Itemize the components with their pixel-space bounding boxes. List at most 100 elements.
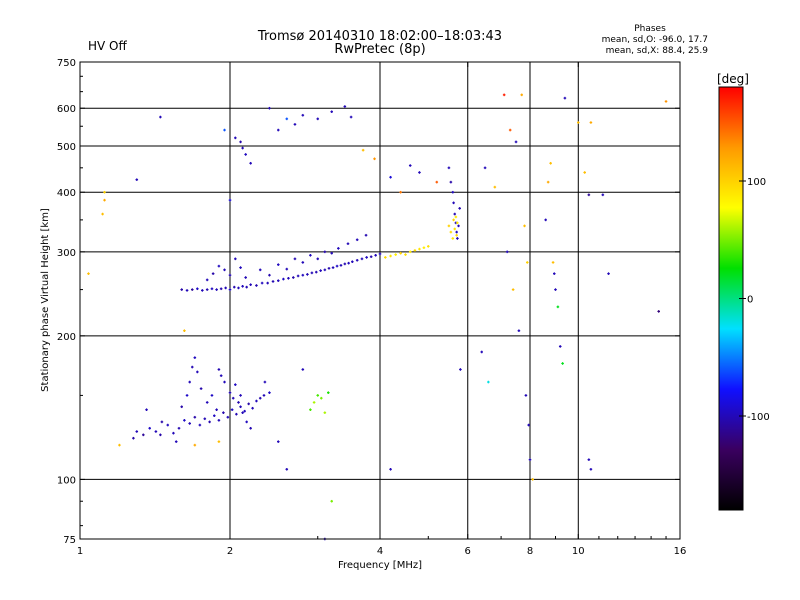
data-point bbox=[212, 414, 216, 418]
data-point bbox=[188, 422, 191, 425]
y-tick-label: 600 bbox=[57, 104, 76, 115]
data-point bbox=[293, 257, 297, 261]
data-point bbox=[435, 180, 439, 184]
data-point bbox=[426, 245, 430, 248]
data-point bbox=[511, 288, 515, 291]
data-point bbox=[389, 254, 392, 258]
data-point bbox=[196, 287, 199, 291]
data-point bbox=[234, 136, 237, 140]
data-point bbox=[217, 419, 221, 422]
data-point bbox=[266, 281, 269, 285]
data-point bbox=[508, 128, 512, 132]
data-point bbox=[201, 289, 204, 292]
data-point bbox=[215, 408, 218, 412]
data-point bbox=[399, 190, 402, 194]
data-point bbox=[319, 269, 322, 272]
data-point bbox=[413, 249, 417, 252]
data-point bbox=[228, 273, 232, 277]
data-point bbox=[365, 256, 368, 259]
data-point bbox=[589, 121, 593, 124]
data-point bbox=[174, 440, 178, 443]
data-point bbox=[135, 430, 139, 433]
data-point bbox=[502, 93, 506, 97]
data-point bbox=[558, 345, 562, 348]
data-point bbox=[293, 123, 297, 126]
data-point bbox=[330, 499, 334, 503]
data-point bbox=[301, 261, 305, 264]
data-point bbox=[263, 380, 267, 384]
x-tick-label: 2 bbox=[227, 546, 233, 557]
axes: 1 2 4 6 8 10 16 75 100 200 300 400 500 600 750 bbox=[57, 58, 686, 557]
data-point bbox=[215, 288, 218, 291]
data-point bbox=[316, 257, 320, 261]
data-point bbox=[453, 227, 457, 231]
data-point bbox=[455, 233, 458, 237]
data-point bbox=[193, 356, 197, 359]
grid-lines bbox=[80, 62, 680, 539]
data-point bbox=[217, 440, 221, 443]
data-point bbox=[483, 166, 487, 170]
data-points bbox=[87, 93, 668, 541]
chart-title-line2: RwPretec (8p) bbox=[334, 42, 425, 57]
data-point bbox=[360, 257, 364, 261]
x-tick-label: 6 bbox=[465, 546, 471, 557]
x-tick-label: 1 bbox=[77, 546, 83, 557]
y-tick-label: 100 bbox=[57, 475, 76, 486]
colorbar-tick-label: 0 bbox=[747, 295, 753, 306]
chart-title-line1: Tromsø 20140310 18:02:00–18:03:43 bbox=[257, 29, 502, 44]
data-point bbox=[339, 264, 343, 267]
data-point bbox=[309, 408, 312, 412]
data-point bbox=[135, 178, 139, 181]
x-tick-label: 16 bbox=[674, 546, 687, 557]
data-point bbox=[247, 402, 250, 406]
data-point bbox=[378, 252, 382, 256]
data-point bbox=[505, 250, 509, 254]
data-point bbox=[282, 277, 285, 281]
data-point bbox=[361, 148, 365, 152]
colorbar-tick-label: -100 bbox=[747, 412, 770, 423]
data-point bbox=[458, 207, 461, 210]
data-point bbox=[447, 166, 451, 170]
data-point bbox=[296, 274, 300, 278]
data-point bbox=[449, 230, 453, 234]
data-point bbox=[327, 267, 331, 270]
data-point bbox=[487, 380, 490, 384]
data-point bbox=[399, 251, 402, 255]
data-point bbox=[408, 164, 412, 167]
data-point bbox=[241, 284, 244, 288]
colorbar-ticks: 100 0 -100 bbox=[739, 177, 770, 423]
data-point bbox=[223, 268, 226, 272]
data-point bbox=[546, 180, 550, 184]
data-point bbox=[205, 401, 209, 404]
data-point bbox=[241, 146, 244, 150]
data-point bbox=[217, 368, 221, 371]
data-point bbox=[454, 215, 458, 219]
colorbar-label: [deg] bbox=[717, 72, 749, 86]
y-tick-label: 300 bbox=[57, 248, 76, 259]
data-point bbox=[251, 406, 254, 410]
data-point bbox=[172, 431, 175, 435]
data-point bbox=[180, 405, 184, 409]
data-point bbox=[258, 268, 262, 272]
data-point bbox=[193, 443, 197, 447]
x-axis-label: Frequency [MHz] bbox=[338, 560, 422, 571]
data-point bbox=[587, 458, 591, 461]
stats-o: mean, sd,O: -96.0, 17.7 bbox=[602, 35, 708, 45]
data-point bbox=[301, 273, 305, 277]
data-point bbox=[384, 256, 387, 259]
data-point bbox=[292, 276, 295, 279]
data-point bbox=[531, 478, 534, 481]
data-point bbox=[459, 368, 462, 371]
data-point bbox=[228, 198, 232, 202]
data-point bbox=[601, 193, 605, 197]
data-point bbox=[527, 423, 530, 427]
data-point bbox=[185, 394, 189, 397]
data-point bbox=[452, 201, 455, 205]
data-point bbox=[276, 440, 280, 443]
y-tick-label: 75 bbox=[63, 535, 76, 546]
data-point bbox=[323, 268, 327, 272]
data-point bbox=[447, 224, 451, 228]
data-point bbox=[551, 261, 555, 264]
data-point bbox=[408, 250, 412, 254]
data-point bbox=[118, 443, 121, 447]
